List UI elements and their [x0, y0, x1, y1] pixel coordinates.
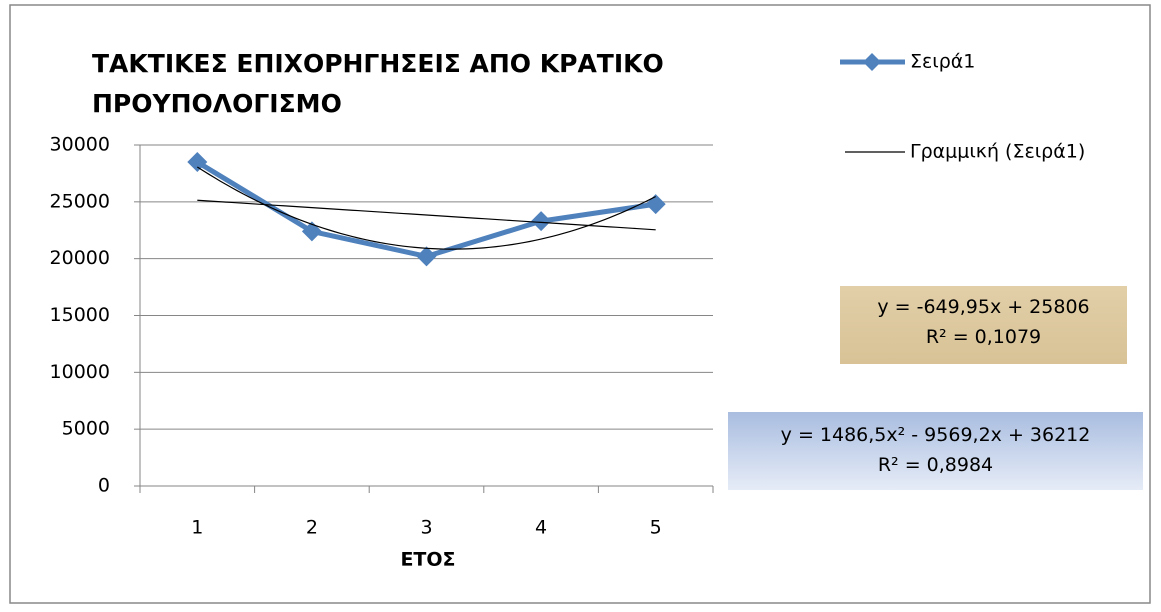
trendline [197, 199, 656, 231]
marker [531, 211, 552, 232]
linear-equation-box: y = -649,95x + 25806 R² = 0,1079 [840, 286, 1127, 364]
poly-equation-box: y = 1486,5x² - 9569,2x + 36212 R² = 0,89… [728, 412, 1143, 490]
x-tick-label: 1 [191, 517, 203, 539]
r-squared: R² = 0,8984 [877, 454, 994, 476]
y-tick-label: 15000 [50, 304, 110, 326]
x-tick-label: 4 [535, 517, 547, 539]
legend-label: Σειρά1 [910, 51, 975, 73]
x-tick-label: 2 [306, 517, 318, 539]
equation: y = 1486,5x² - 9569,2x + 36212 [780, 424, 1091, 446]
equation: y = -649,95x + 25806 [877, 296, 1090, 318]
chart-title: ΤΑΚΤΙΚΕΣ ΕΠΙΧΟΡΗΓΗΣΕΙΣ ΑΠΟ ΚΡΑΤΙΚΟ ΠΡΟΥΠ… [92, 49, 664, 118]
x-tick-label: 5 [650, 517, 662, 539]
r-squared: R² = 0,1079 [925, 326, 1042, 348]
y-tick-label: 5000 [62, 418, 110, 440]
trendline [196, 166, 656, 250]
marker [187, 152, 208, 173]
y-tick-label: 30000 [50, 134, 110, 156]
x-axis-label: ΕΤΟΣ [400, 549, 455, 571]
y-tick-label: 0 [98, 475, 110, 497]
legend-marker [863, 53, 881, 71]
y-tick-label: 25000 [50, 190, 110, 212]
legend-label: Γραμμική (Σειρά1) [910, 141, 1085, 163]
x-tick-label: 3 [420, 517, 432, 539]
marker [416, 246, 437, 267]
y-tick-label: 20000 [50, 247, 110, 269]
y-tick-label: 10000 [50, 361, 110, 383]
